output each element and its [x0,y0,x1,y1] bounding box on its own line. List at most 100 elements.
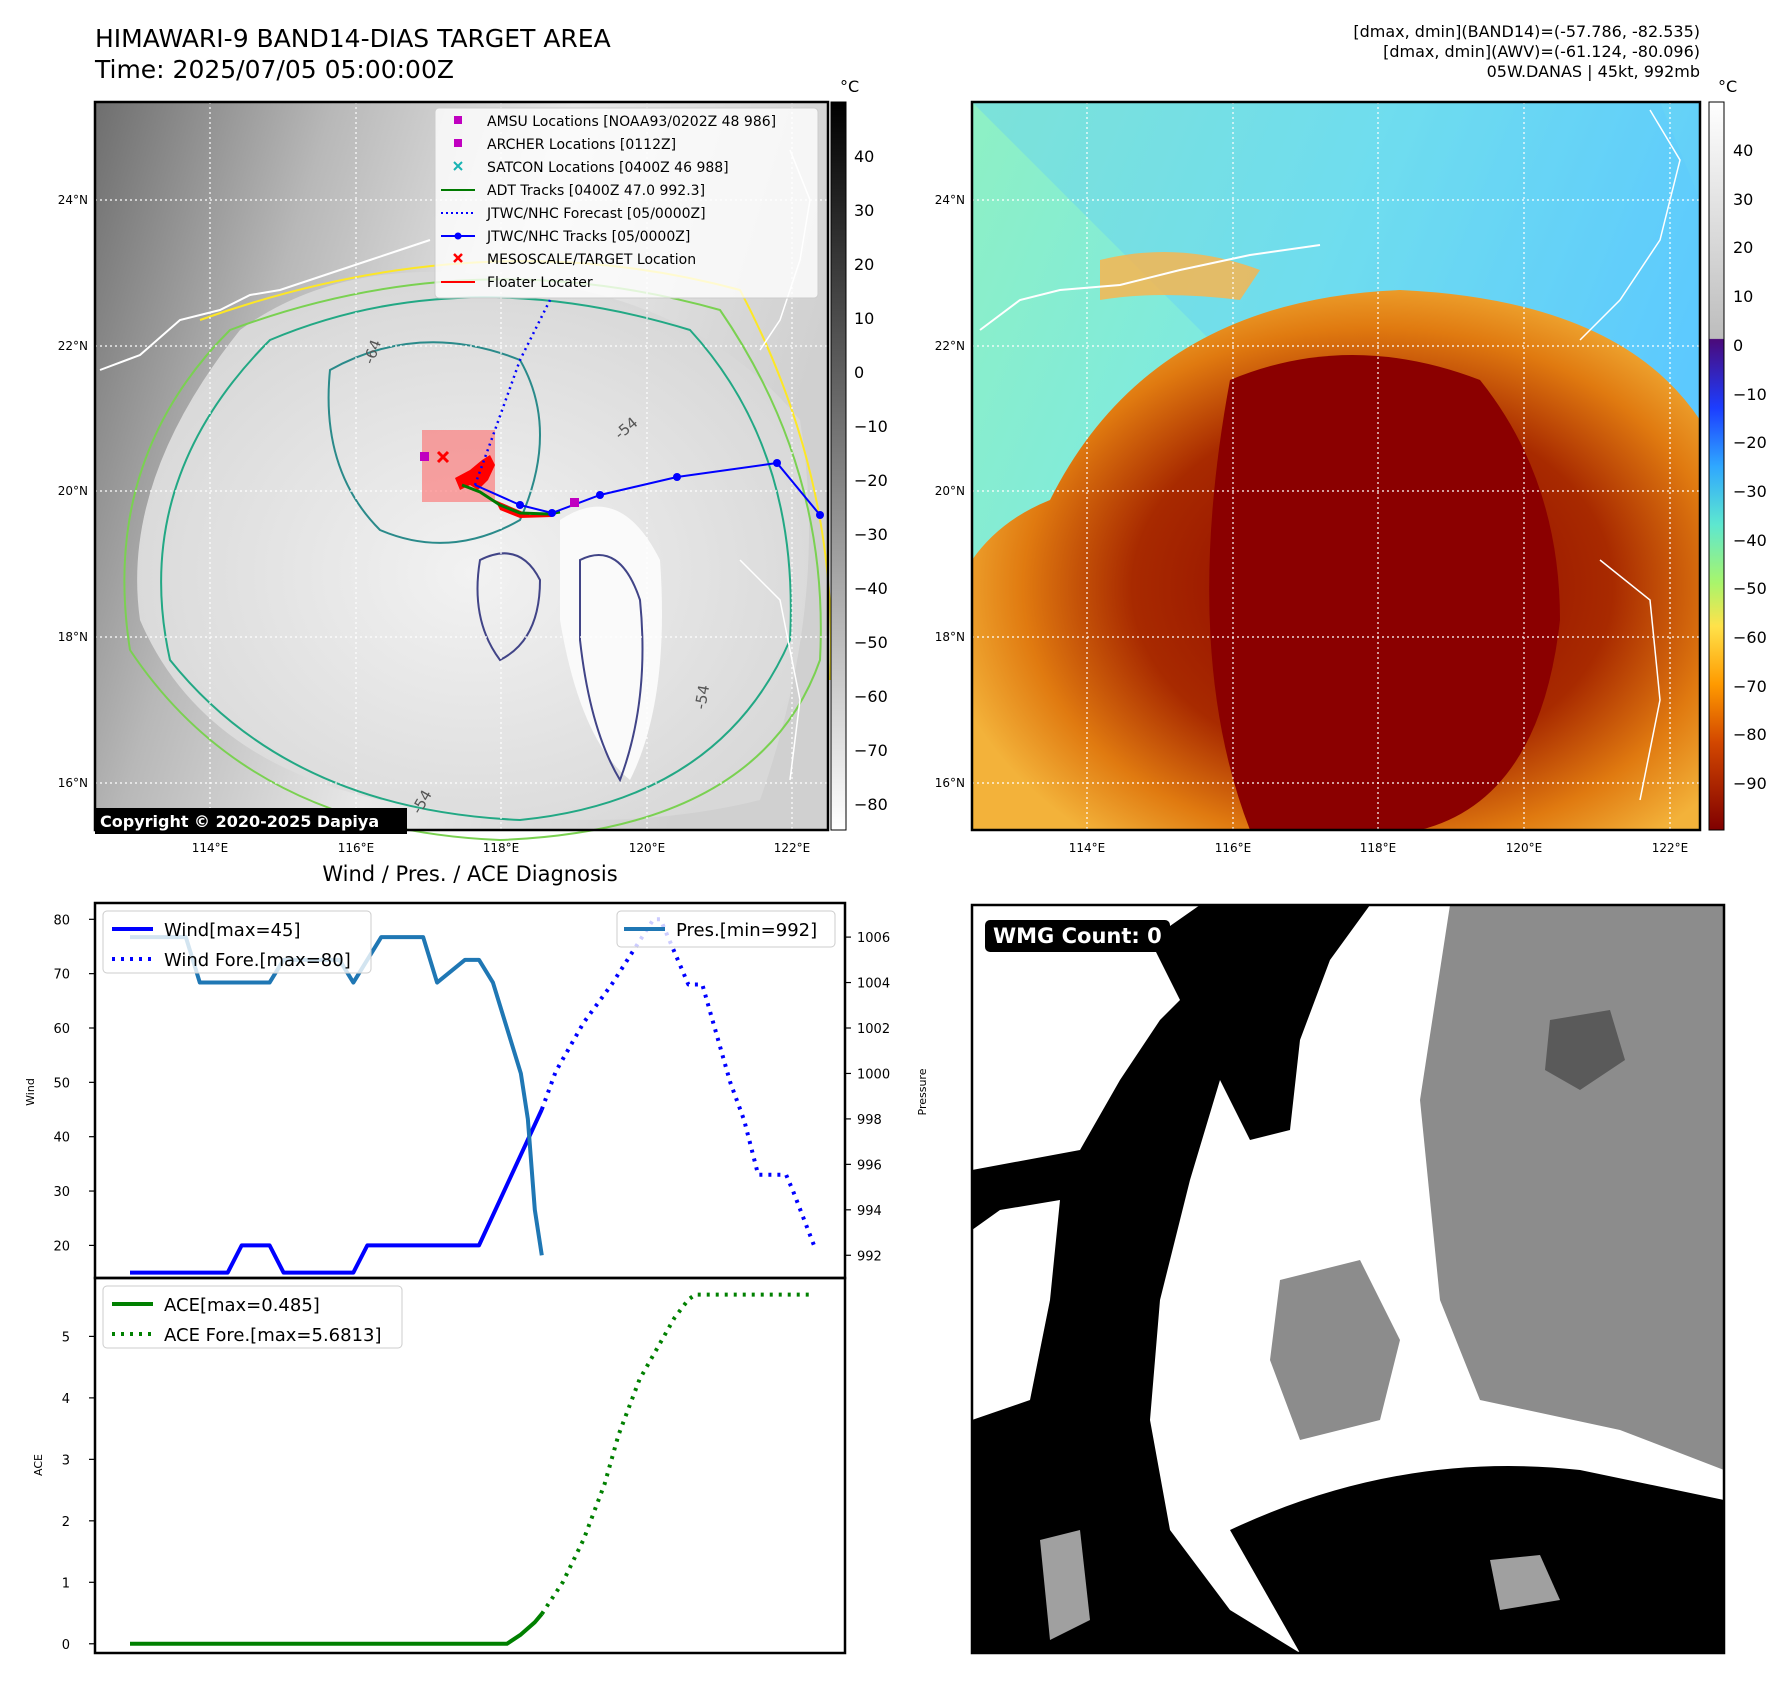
awv-lat-label-18: 18°N [935,630,965,644]
lat-label-24: 24°N [58,193,88,207]
wmg-panel [970,903,1726,1655]
rcb-tick-20: 20 [1733,238,1753,257]
wmg-count-badge: WMG Count: 0 [985,920,1170,952]
jtwc-track-points [516,459,824,519]
wmg-gray-region-center [1270,1260,1400,1440]
storm-info: [dmax, dmin](BAND14)=(-57.786, -82.535) … [1353,22,1700,82]
rcb-tick-m80: −80 [1733,725,1767,744]
wmg-dark-core [1545,1010,1625,1090]
lat-label-18: 18°N [58,630,88,644]
contour-teal [327,341,541,544]
ace-series [130,1292,814,1646]
awv-lat-label-22: 22°N [935,339,965,353]
ir-map-panel: -64 -54 -54 -54 [58,100,832,855]
cloud-shield [137,271,810,820]
contour-label-3: -54 [691,683,713,710]
lcb-tick-30: 30 [854,201,874,220]
contour-green [160,296,792,822]
awv-coastline-luzon [1599,559,1661,801]
contour-indigo [579,554,644,783]
band14-range: [dmax, dmin](BAND14)=(-57.786, -82.535) [1353,22,1700,41]
legend-archer-swatch [454,139,462,147]
left-colorbar: °C 40 30 20 10 0 −10 −20 −30 −40 −50 −60… [830,77,888,831]
lat-label-20: 20°N [58,484,88,498]
legend-ace: ACE[max=0.485] [164,1295,320,1316]
right-colorbar-unit: °C [1718,77,1737,96]
awv-range: [dmax, dmin](AWV)=(-61.124, -80.096) [1383,42,1700,61]
pressure-legend: Pres.[min=992] [616,910,836,948]
left-colorbar-gradient [830,101,847,831]
awv-lat-label-16: 16°N [935,776,965,790]
awv-lon-label-118: 118°E [1360,841,1397,855]
figure-title: HIMAWARI-9 BAND14-DIAS TARGET AREA [95,24,611,53]
ace-axis-label: ACE [32,1454,45,1476]
lcb-tick-20: 20 [854,255,874,274]
pressure-tick-label: 998 [857,1113,882,1128]
wmg-gray-region-east [1420,905,1724,1470]
lat-label-22: 22°N [58,339,88,353]
pressure-axis-label: Pressure [916,1068,929,1115]
legend-floater: Floater Locater [487,275,593,291]
lcb-tick-m10: −10 [854,417,888,436]
right-map-frame [970,100,1702,832]
legend-adt: ADT Tracks [0400Z 47.0 992.3] [487,183,705,199]
legend-satcon: SATCON Locations [0400Z 46 988] [487,160,729,176]
awv-coastline-china [979,244,1321,331]
copyright-box [95,808,407,834]
lon-label-116: 116°E [338,841,375,855]
ace-panel: ACE 0 1 2 3 4 5 ACE[max=0.485] ACE Fore.[max=… [32,1276,847,1655]
wind-tick-label: 20 [53,1239,70,1254]
wmg-gray-region-sw [1040,1530,1090,1640]
legend-archer: ARCHER Locations [0112Z] [487,137,676,153]
lcb-tick-m60: −60 [854,687,888,706]
wind-tick-label: 50 [53,1076,70,1091]
awv-cold-core [1209,355,1560,830]
left-colorbar-unit: °C [840,77,859,96]
ace-tick-label: 2 [62,1515,70,1530]
legend-amsu: AMSU Locations [NOAA93/0202Z 48 986] [487,114,776,130]
wmg-black-region-north [1150,905,1370,1140]
rcb-tick-m50: −50 [1733,579,1767,598]
archer-location-marker [570,498,579,507]
pressure-ticks: 992 994 996 998 1000 1002 1004 1006 [845,931,890,1264]
ace-ticks: 0 1 2 3 4 5 [62,1330,95,1653]
pressure-tick-label: 996 [857,1158,882,1173]
awv-lat-label-20: 20°N [935,484,965,498]
rcb-tick-m10: −10 [1733,385,1767,404]
ace-tick-label: 0 [62,1638,70,1653]
awv-lon-label-120: 120°E [1506,841,1543,855]
awv-gridlines [972,102,1700,830]
coastline-china [99,239,431,371]
wmg-white-pocket [972,1200,1060,1420]
wmg-black-region-west [972,960,1300,1653]
copyright-text: Copyright © 2020-2025 Dapiya [100,812,379,831]
legend-amsu-swatch [454,116,462,124]
wind-axis-label: Wind [24,1078,37,1106]
wind-tick-label: 30 [53,1185,70,1200]
lon-label-122: 122°E [774,841,811,855]
legend-target: MESOSCALE/TARGET Location [487,252,696,268]
series-line-wind-forecast [539,917,816,1247]
rcb-tick-m30: −30 [1733,482,1767,501]
left-colorbar-ticks: 40 30 20 10 0 −10 −20 −30 −40 −50 −60 −7… [854,147,888,814]
wind-tick-label: 40 [53,1131,70,1146]
rcb-tick-m60: −60 [1733,628,1767,647]
rcb-tick-0: 0 [1733,336,1743,355]
ace-tick-label: 1 [62,1576,70,1591]
awv-lon-label-114: 114°E [1069,841,1106,855]
lcb-tick-m30: −30 [854,525,888,544]
series-line-pressure [130,935,544,1256]
right-colorbar: °C 40 30 20 10 0 −10 −20 −30 −40 −50 −60… [1708,77,1767,831]
lat-label-16: 16°N [58,776,88,790]
diagnosis-title: Wind / Pres. / ACE Diagnosis [322,862,617,886]
ace-tick-label: 5 [62,1330,70,1345]
pressure-tick-label: 994 [857,1204,882,1219]
pressure-tick-label: 1002 [857,1022,890,1037]
rcb-tick-10: 10 [1733,287,1753,306]
series-line-ace-forecast [540,1292,814,1616]
lcb-tick-m70: −70 [854,741,888,760]
legend-satcon-swatch [453,161,463,171]
wind-tick-label: 60 [53,1022,70,1037]
